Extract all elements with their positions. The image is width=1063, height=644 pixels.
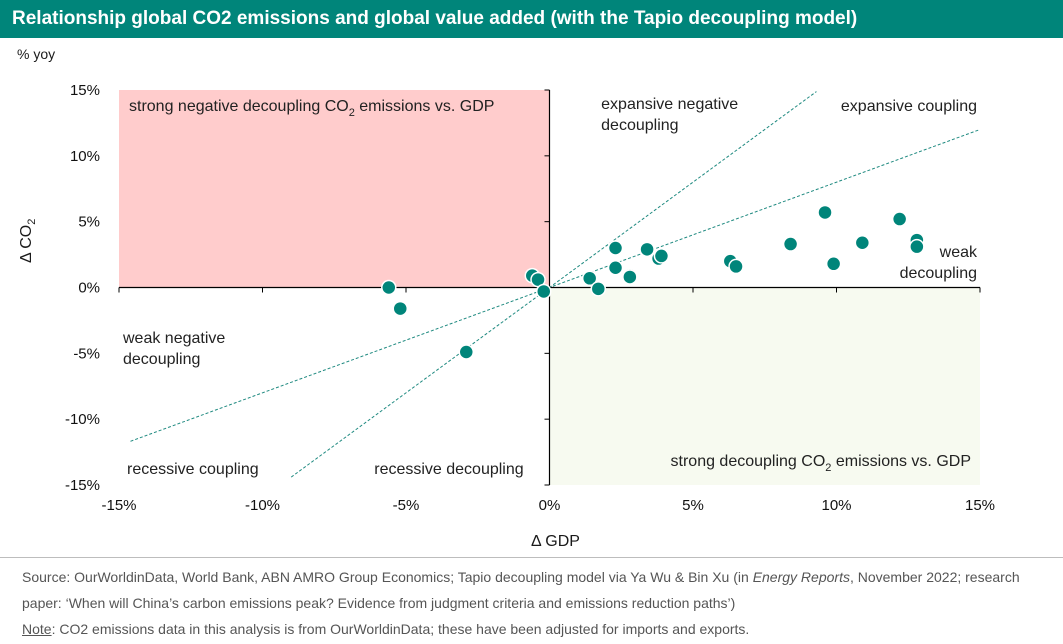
y-axis-title-text: Δ CO (18, 224, 35, 263)
chart-title: Relationship global CO2 emissions and gl… (12, 8, 858, 29)
data-point (590, 281, 607, 297)
region-label: strong negative decoupling CO2 emissions… (129, 98, 494, 119)
data-point (728, 258, 744, 275)
x-tick-label: -15% (101, 497, 136, 514)
region-label: expansive negative decoupling (601, 96, 738, 134)
source-prefix: Source: OurWorldinData, World Bank, ABN … (22, 569, 753, 585)
source-suffix: , November 2022; research paper: ‘When w… (22, 569, 1020, 611)
footer: Source: OurWorldinData, World Bank, ABN … (22, 564, 1062, 642)
x-tick-label: 10% (821, 497, 851, 514)
y-tick-label: 10% (70, 148, 100, 165)
x-tick-label: -5% (393, 497, 420, 514)
y-tick-label: 0% (78, 280, 100, 297)
x-tick-label: 5% (682, 497, 704, 514)
region-label: weak negative decoupling (122, 330, 225, 368)
data-point (458, 344, 475, 360)
region-label: expansive coupling (841, 98, 977, 115)
data-point (825, 256, 842, 272)
data-point (854, 234, 871, 251)
y-tick-label: -10% (65, 411, 100, 428)
guide-line-1 (130, 129, 981, 442)
data-point (639, 241, 655, 258)
y-tick-label: 5% (78, 214, 100, 231)
data-point (392, 300, 409, 317)
scatter-chart: -15% -10% -5% 0% 5% 10% 15% -15% -10% -5% 0% 5% 10% 1… (65, 82, 995, 514)
unit-label: % yoy (17, 46, 56, 62)
source-note: Source: OurWorldinData, World Bank, ABN … (22, 564, 1062, 616)
region-strong-decoupling (549, 287, 980, 485)
y-axis-title: Δ CO2 (18, 219, 38, 263)
y-tick-label: -5% (73, 345, 100, 362)
data-point (607, 260, 624, 276)
region-label: weak decoupling (900, 244, 978, 282)
guide-line-2 (290, 91, 817, 478)
y-tick-label: 15% (70, 82, 100, 99)
data-point (782, 236, 799, 252)
data-point (891, 211, 908, 227)
x-tick-label: 0% (539, 497, 561, 514)
note-text: : CO2 emissions data in this analysis is… (51, 621, 750, 637)
data-point (381, 279, 397, 296)
footer-divider (0, 557, 1063, 558)
data-point (607, 240, 624, 256)
data-point (909, 238, 925, 255)
title-bar: Relationship global CO2 emissions and gl… (0, 0, 1063, 38)
source-journal: Energy Reports (752, 569, 850, 585)
data-point (622, 269, 638, 285)
note-label: Note (22, 621, 52, 637)
y-tick-label: -15% (65, 477, 100, 494)
x-axis-title: Δ GDP (531, 533, 580, 550)
region-label: recessive coupling (127, 461, 259, 478)
data-point (536, 283, 552, 300)
data-note: Note: CO2 emissions data in this analysi… (22, 616, 1062, 642)
data-point (581, 270, 598, 287)
region-strong-negative-decoupling (119, 90, 550, 288)
data-point (817, 204, 833, 221)
region-label: recessive decoupling (374, 461, 523, 478)
x-tick-label: 15% (965, 497, 995, 514)
y-axis-title-subscript: 2 (26, 218, 39, 225)
data-point (653, 248, 670, 264)
x-tick-label: -10% (245, 497, 280, 514)
region-label: strong decoupling CO2 emissions vs. GDP (671, 453, 971, 474)
